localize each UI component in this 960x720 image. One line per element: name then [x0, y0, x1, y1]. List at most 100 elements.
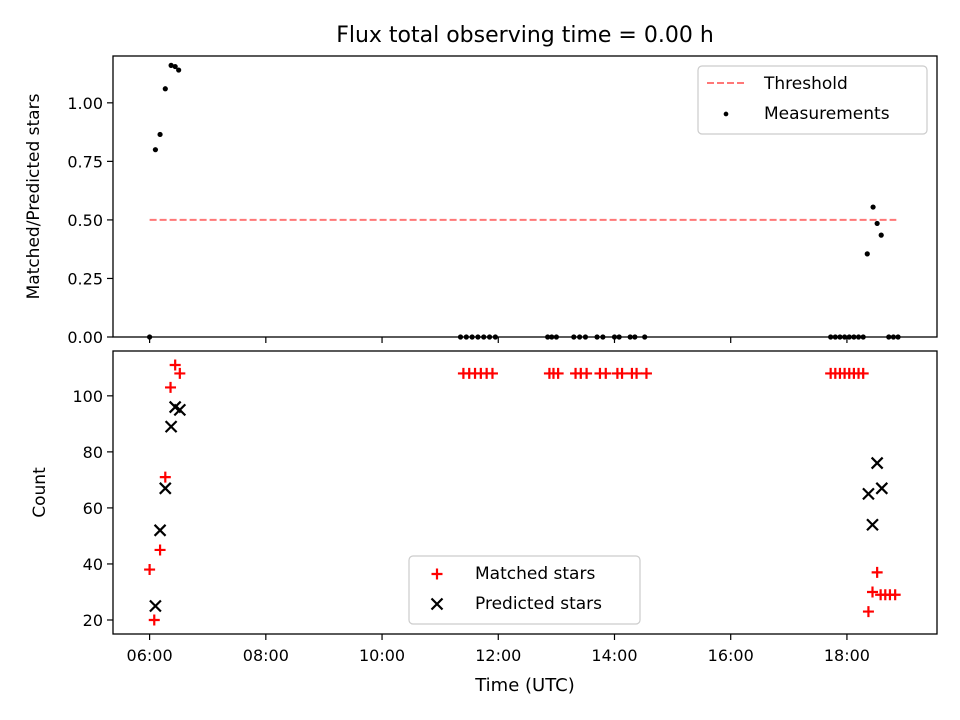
- y-tick-label: 1.00: [67, 94, 103, 113]
- legend-box: [408, 555, 641, 625]
- legend-label: Measurements: [764, 104, 890, 124]
- y-tick-label: 100: [72, 387, 103, 406]
- data-point-matched-stars-0-stroke: [144, 564, 156, 576]
- x-axis-label: Time (UTC): [474, 675, 575, 696]
- legend-label: Matched stars: [475, 564, 595, 584]
- data-point-matched-stars-25: [640, 367, 652, 379]
- series-matched-stars: [144, 359, 901, 626]
- data-point-predicted-stars-1-stroke: [153, 524, 167, 537]
- series-predicted-stars: [149, 400, 889, 613]
- data-point-matched-stars-5-stroke: [169, 359, 181, 371]
- data-point-matched-stars-1-stroke: [148, 614, 160, 626]
- data-point-matched-stars-34: [862, 606, 874, 618]
- data-point-measurements-36: [870, 204, 876, 210]
- y-tick-label: 40: [83, 555, 103, 574]
- x-tick-label: 16:00: [708, 646, 754, 665]
- y-tick-label: 0.25: [67, 269, 103, 288]
- data-point-predicted-stars-7: [866, 518, 879, 532]
- top-panel: 0.00 0.25 0.50 0.75 1.00 Matched/Predicted st…: [24, 55, 938, 347]
- data-point-predicted-stars-6: [862, 487, 875, 501]
- legend-label: Predicted stars: [475, 594, 602, 614]
- data-point-matched-stars-2-stroke: [154, 544, 166, 556]
- data-point-matched-stars-24: [631, 367, 643, 379]
- data-point-predicted-stars-0-stroke: [149, 599, 162, 613]
- x-tick-label: 12:00: [475, 646, 521, 665]
- axes-frame: [112, 350, 938, 635]
- data-point-matched-stars-18: [581, 367, 593, 379]
- y-tick-label: 0.00: [67, 328, 103, 347]
- data-point-measurements-5: [172, 63, 178, 70]
- data-point-measurements-35: [864, 251, 870, 257]
- data-point-matched-stars-6-stroke: [174, 367, 186, 379]
- data-point-matched-stars-15: [552, 367, 564, 379]
- x-tick-label: 10:00: [359, 646, 405, 665]
- data-point-predicted-stars-2: [159, 482, 172, 495]
- data-point-predicted-stars-1: [153, 524, 167, 537]
- data-point-measurements-38: [878, 232, 884, 238]
- data-point-matched-stars-0: [144, 564, 156, 576]
- data-point-predicted-stars-8-stroke: [870, 456, 884, 470]
- axes-frame: [112, 55, 938, 338]
- data-point-matched-stars-5: [169, 359, 181, 371]
- legend-swatch-x: [430, 597, 444, 611]
- data-point-matched-stars-12-stroke: [486, 367, 498, 379]
- data-point-matched-stars-20: [600, 367, 612, 379]
- y-tick-label: 0.75: [67, 152, 103, 171]
- data-point-matched-stars-34-stroke: [862, 606, 874, 618]
- data-point-measurements-4: [168, 62, 174, 68]
- y-tick-label: 80: [83, 443, 103, 462]
- data-point-predicted-stars-0: [149, 599, 162, 613]
- x-tick-label: 18:00: [824, 646, 870, 665]
- y-tick-label: 60: [83, 499, 103, 518]
- data-point-predicted-stars-2-stroke: [159, 482, 172, 495]
- legend-swatch-plus-stroke: [431, 568, 443, 580]
- data-point-matched-stars-1: [148, 614, 160, 626]
- data-point-predicted-stars-5-stroke: [173, 403, 187, 417]
- data-point-predicted-stars-9-stroke: [875, 482, 889, 495]
- data-point-matched-stars-3-stroke: [159, 471, 171, 483]
- y-tick-label: 20: [83, 611, 103, 630]
- data-point-matched-stars-15-stroke: [552, 367, 564, 379]
- data-point-matched-stars-36: [871, 566, 883, 578]
- data-point-matched-stars-35: [866, 586, 878, 598]
- data-point-predicted-stars-6-stroke: [862, 487, 875, 501]
- legend: Matched stars Predicted stars: [408, 555, 641, 625]
- data-point-predicted-stars-3: [164, 420, 178, 433]
- data-point-measurements-1: [152, 147, 159, 153]
- legend: Threshold Measurements: [697, 65, 928, 135]
- data-point-predicted-stars-7-stroke: [866, 518, 879, 532]
- data-point-measurements-2: [157, 131, 163, 138]
- data-point-measurements-6: [176, 67, 182, 73]
- data-point-matched-stars-33-stroke: [857, 367, 869, 379]
- data-point-matched-stars-40: [889, 589, 901, 601]
- data-point-measurements-37: [874, 220, 880, 227]
- data-point-predicted-stars-3-stroke: [164, 420, 178, 433]
- data-point-matched-stars-3: [159, 471, 171, 483]
- data-point-matched-stars-2: [154, 544, 166, 556]
- legend-swatch-plus: [431, 568, 443, 580]
- y-axis-label: Count: [30, 467, 50, 518]
- data-point-matched-stars-4: [165, 381, 177, 393]
- data-point-matched-stars-35-stroke: [866, 586, 878, 598]
- data-point-measurements-3: [162, 86, 168, 92]
- data-point-predicted-stars-8: [870, 456, 884, 470]
- data-point-matched-stars-22: [616, 367, 628, 379]
- data-point-matched-stars-12: [486, 367, 498, 379]
- y-axis-label: Matched/Predicted stars: [24, 93, 44, 299]
- x-tick-label: 14:00: [591, 646, 637, 665]
- legend-swatch-x-stroke: [430, 597, 444, 611]
- legend-label: Threshold: [763, 74, 848, 94]
- bottom-panel: 20 40 60 80 100 06:00 08:00 10:00 12:00 14:00 16:0…: [30, 350, 938, 665]
- legend-box: [697, 65, 928, 135]
- chart-title: Flux total observing time = 0.00 h: [336, 23, 714, 48]
- data-point-predicted-stars-5: [173, 403, 187, 417]
- data-point-matched-stars-40-stroke: [889, 589, 901, 601]
- x-tick-label: 08:00: [243, 646, 289, 665]
- data-point-matched-stars-33: [857, 367, 869, 379]
- data-point-matched-stars-25-stroke: [640, 367, 652, 379]
- data-point-matched-stars-22-stroke: [616, 367, 628, 379]
- data-point-matched-stars-4-stroke: [165, 381, 177, 393]
- x-tick-label: 06:00: [127, 646, 173, 665]
- data-point-predicted-stars-9: [875, 482, 889, 495]
